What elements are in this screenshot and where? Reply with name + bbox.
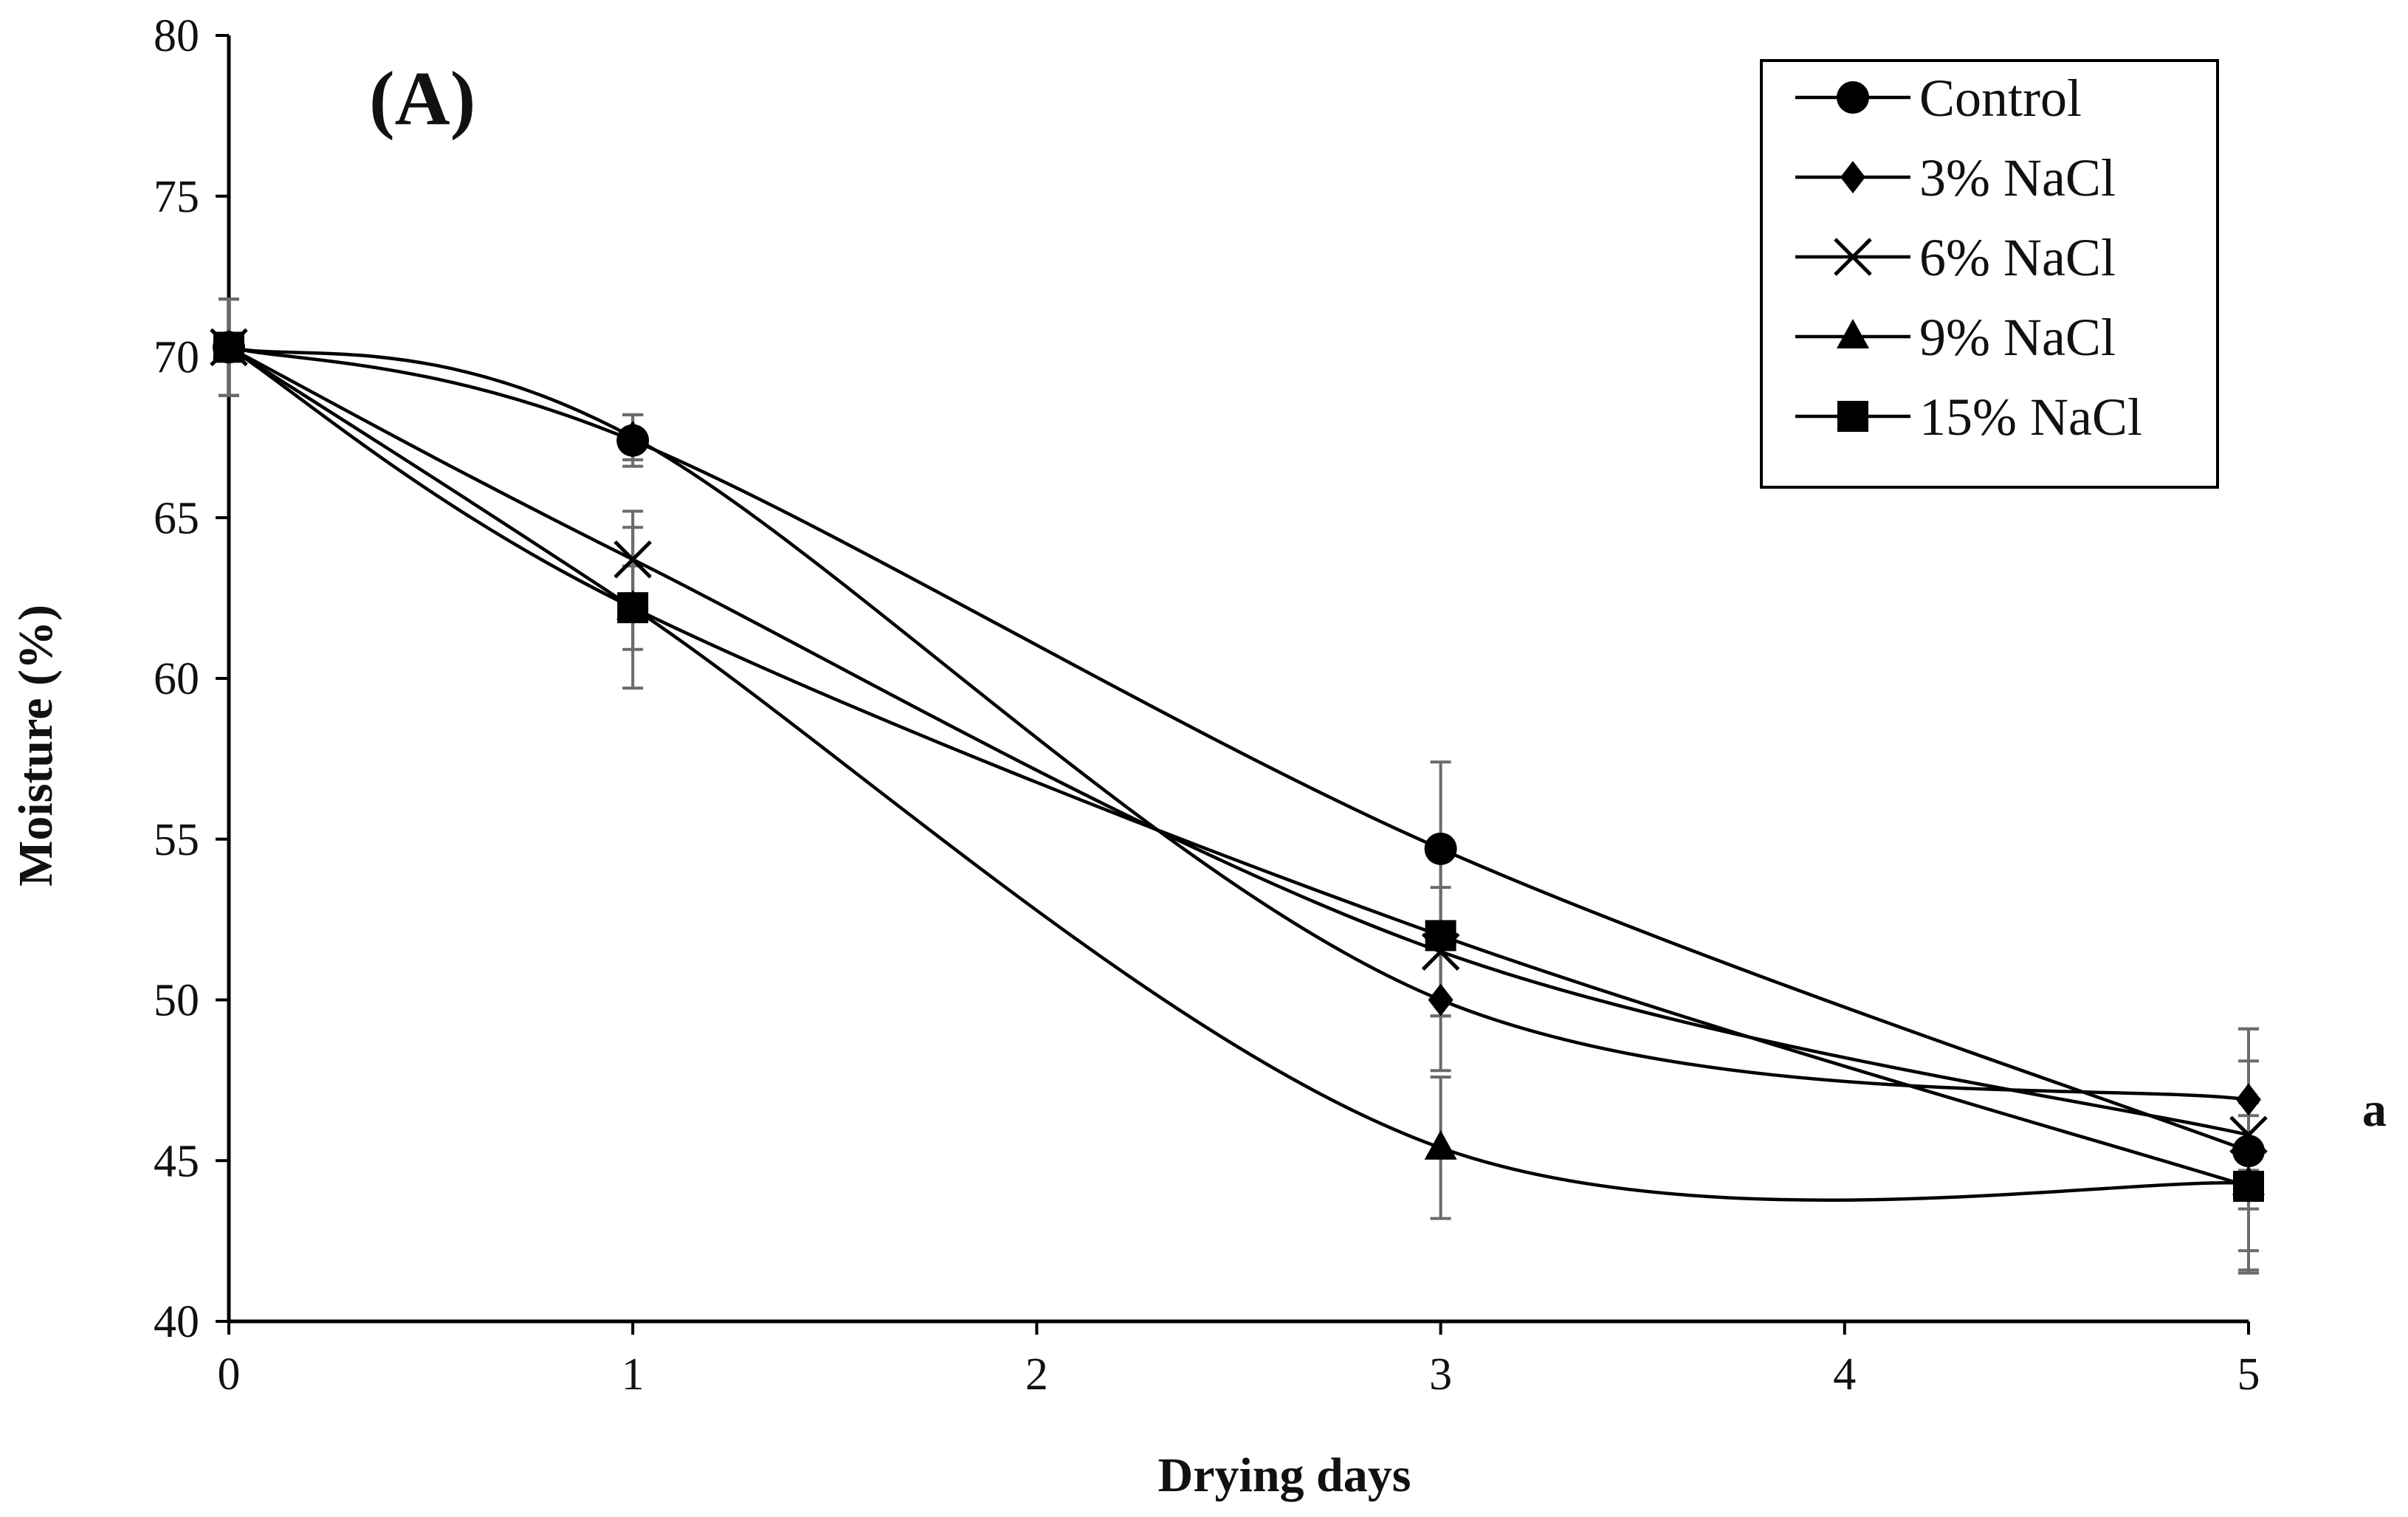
data-point (1428, 983, 1454, 1017)
y-tick-label: 75 (154, 172, 199, 222)
y-tick-label: 70 (154, 333, 199, 383)
legend-label: 3% NaCl (1919, 148, 2116, 207)
legend-item-9pct-nacl: 9% NaCl (1795, 308, 2116, 367)
data-point (2229, 1115, 2268, 1155)
markers-15pct-nacl (213, 331, 2264, 1203)
legend-label: 15% NaCl (1919, 388, 2142, 447)
data-point (2236, 1083, 2261, 1116)
y-tick-label: 60 (154, 654, 199, 704)
marker-stroke (613, 540, 652, 579)
x-tick-label: 1 (622, 1349, 644, 1400)
data-point (2233, 1171, 2264, 1203)
x-tick-label: 3 (1429, 1349, 1452, 1400)
legend-marker (1840, 161, 1865, 193)
y-tick-label: 50 (154, 976, 199, 1026)
marker-stroke (2229, 1115, 2268, 1155)
legend-marker (1834, 238, 1872, 276)
side-annotation: a (2362, 1083, 2387, 1137)
x-tick-label: 4 (1833, 1349, 1856, 1400)
legend-label: 9% NaCl (1919, 308, 2116, 367)
series-line-9pct-nacl (227, 345, 2249, 1202)
legend-item-control: Control (1795, 69, 2082, 128)
panel-label: (A) (369, 56, 475, 141)
series-line-6pct-nacl (227, 345, 2249, 1137)
y-tick-label: 65 (154, 493, 199, 543)
x-tick-label: 5 (2237, 1349, 2260, 1400)
legend-marker (1837, 401, 1868, 432)
data-point (2232, 1135, 2265, 1168)
x-axis-title: Drying days (1158, 1448, 1411, 1502)
legend-marker (1837, 81, 1869, 114)
y-tick-label: 45 (154, 1136, 199, 1186)
y-axis-title: Moisture (%) (9, 605, 63, 887)
data-point (1424, 1129, 1457, 1160)
data-point (1425, 920, 1456, 952)
data-point (213, 331, 244, 363)
data-point (620, 421, 646, 454)
legend-marker (1837, 319, 1869, 348)
series-line-15pct-nacl (227, 345, 2249, 1189)
series-line-3pct-nacl (228, 345, 2249, 1101)
legend-item-15pct-nacl: 15% NaCl (1795, 388, 2142, 447)
x-tick-label: 0 (218, 1349, 241, 1400)
legend-label: Control (1919, 69, 2082, 128)
y-tick-label: 40 (154, 1297, 199, 1347)
marker-stroke (1834, 238, 1872, 276)
legend-label: 6% NaCl (1919, 228, 2116, 287)
y-tick-label: 55 (154, 815, 199, 865)
y-tick-label: 80 (154, 11, 199, 61)
x-tick-label: 2 (1025, 1349, 1048, 1400)
data-point (617, 592, 649, 624)
series-line-control (228, 345, 2249, 1153)
legend-item-3pct-nacl: 3% NaCl (1795, 148, 2116, 207)
data-point (613, 540, 652, 579)
data-point (1424, 832, 1457, 865)
legend-item-6pct-nacl: 6% NaCl (1795, 228, 2116, 287)
legend: Control 3% NaCl 6% NaCl 9% NaCl 15% NaCl (1760, 59, 2219, 489)
